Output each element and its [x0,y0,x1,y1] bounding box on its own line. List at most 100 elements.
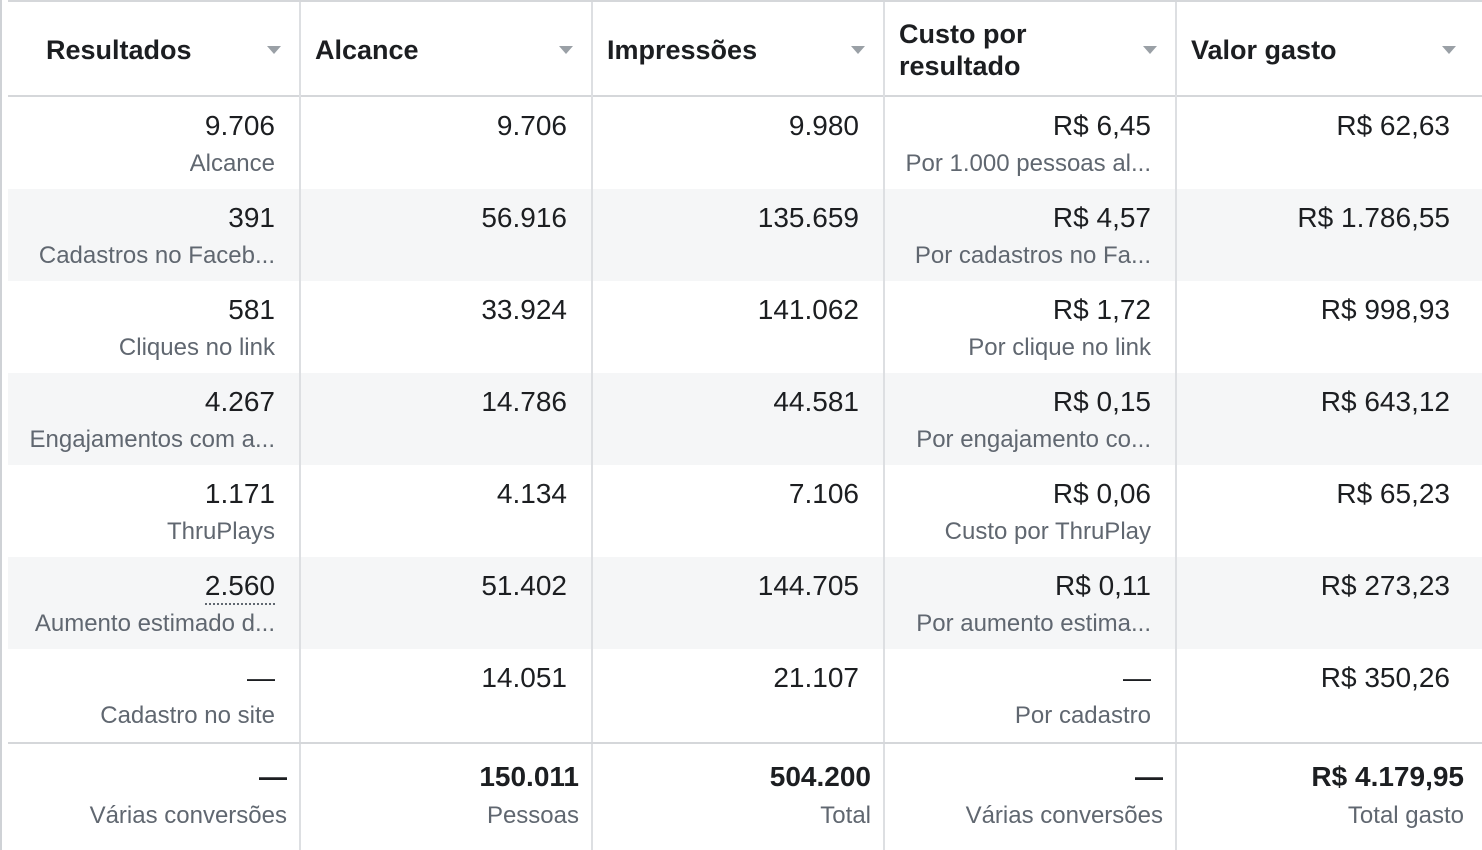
table-row: 4.267 Engajamentos com a... 14.786 44.58… [8,373,1482,465]
cost-value: R$ 0,06 [1052,478,1151,509]
cell-custo: R$ 6,45 Por 1.000 pessoas al... [885,97,1177,189]
cell-alcance: 56.916 [301,189,593,281]
result-value: 4.267 [204,386,275,417]
table-header: Resultados Alcance Impressões Custo por … [8,0,1482,97]
impressions-value: 135.659 [757,202,859,233]
spend-value: R$ 65,23 [1336,478,1450,509]
cell-impressoes: 21.107 [593,649,885,742]
result-type: Aumento estimado d... [34,610,275,637]
cost-type: Custo por ThruPlay [944,518,1151,545]
sort-caret-icon[interactable] [559,46,573,54]
cell-custo: R$ 4,57 Por cadastros no Fa... [885,189,1177,281]
spend-value: R$ 643,12 [1320,386,1450,417]
cell-valor: R$ 65,23 [1177,465,1482,557]
cost-value: R$ 0,15 [1052,386,1151,417]
spend-value: R$ 350,26 [1320,662,1450,693]
cell-custo: R$ 1,72 Por clique no link [885,281,1177,373]
cell-impressoes: 135.659 [593,189,885,281]
impressions-value: 141.062 [757,294,859,325]
cell-impressoes: 7.106 [593,465,885,557]
total-spend-value: R$ 4.179,95 [1311,761,1464,792]
result-value: 581 [228,294,275,325]
result-value: 391 [228,202,275,233]
spend-value: R$ 998,93 [1320,294,1450,325]
impressions-value: 9.980 [788,110,859,141]
column-header-label: Resultados [46,34,192,65]
totals-row: — Várias conversões 150.011 Pessoas 504.… [8,742,1482,850]
column-header-label: Alcance [315,34,419,65]
cost-value: R$ 1,72 [1052,294,1151,325]
result-type: Engajamentos com a... [29,426,275,453]
cell-alcance: 51.402 [301,557,593,649]
impressions-value: 21.107 [773,662,859,693]
cost-type: Por cadastro [1014,702,1151,729]
cost-type: Por 1.000 pessoas al... [905,150,1151,177]
spend-value: R$ 273,23 [1320,570,1450,601]
total-spend-label: Total gasto [1347,802,1464,829]
cost-type: Por engajamento co... [916,426,1151,453]
spend-value: R$ 1.786,55 [1297,202,1450,233]
table-row: 581 Cliques no link 33.924 141.062 R$ 1,… [8,281,1482,373]
result-value-link[interactable]: 2.560 [204,569,275,605]
cell-alcance: 4.134 [301,465,593,557]
total-impressions-label: Total [820,802,871,829]
column-header-label: Valor gasto [1191,34,1337,65]
table-row: — Cadastro no site 14.051 21.107 — Por c… [8,649,1482,742]
cell-resultados: 391 Cadastros no Faceb... [8,189,301,281]
column-header-custo-por-resultado[interactable]: Custo por resultado [885,2,1177,97]
cell-resultados: 581 Cliques no link [8,281,301,373]
reach-value: 4.134 [496,478,567,509]
impressions-value: 7.106 [788,478,859,509]
total-valor: R$ 4.179,95 Total gasto [1177,744,1482,850]
cost-value: R$ 0,11 [1055,570,1151,601]
column-header-valor-gasto[interactable]: Valor gasto [1177,2,1482,97]
cell-custo: R$ 0,11 Por aumento estima... [885,557,1177,649]
total-cost-label: Várias conversões [965,802,1163,829]
cell-impressoes: 144.705 [593,557,885,649]
sort-caret-icon[interactable] [1442,46,1456,54]
cell-alcance: 14.786 [301,373,593,465]
cell-custo: — Por cadastro [885,649,1177,742]
reach-value: 14.051 [481,662,567,693]
cell-impressoes: 9.980 [593,97,885,189]
total-resultados: — Várias conversões [8,744,301,850]
reach-value: 14.786 [481,386,567,417]
reach-value: 9.706 [496,110,567,141]
result-value: 9.706 [204,110,275,141]
cell-resultados: — Cadastro no site [8,649,301,742]
sort-caret-icon[interactable] [267,46,281,54]
cell-valor: R$ 273,23 [1177,557,1482,649]
table-row: 2.560 Aumento estimado d... 51.402 144.7… [8,557,1482,649]
cell-impressoes: 141.062 [593,281,885,373]
column-header-label: Custo por resultado [899,18,1027,81]
cell-impressoes: 44.581 [593,373,885,465]
result-type: Alcance [189,150,275,177]
cell-valor: R$ 643,12 [1177,373,1482,465]
result-type: Cadastros no Faceb... [38,242,275,269]
cell-resultados: 1.171 ThruPlays [8,465,301,557]
spend-value: R$ 62,63 [1336,110,1450,141]
sort-caret-icon[interactable] [851,46,865,54]
cell-alcance: 9.706 [301,97,593,189]
total-result-value: — [259,761,287,792]
reach-value: 51.402 [481,570,567,601]
column-header-alcance[interactable]: Alcance [301,2,593,97]
cell-resultados: 4.267 Engajamentos com a... [8,373,301,465]
cost-value: — [1123,662,1151,693]
column-header-resultados[interactable]: Resultados [8,2,301,97]
cell-custo: R$ 0,15 Por engajamento co... [885,373,1177,465]
result-value: 1.171 [204,478,275,509]
total-alcance: 150.011 Pessoas [301,744,593,850]
total-reach-value: 150.011 [479,761,579,792]
result-value: — [247,662,275,693]
cell-alcance: 14.051 [301,649,593,742]
sort-caret-icon[interactable] [1143,46,1157,54]
cost-value: R$ 4,57 [1052,202,1151,233]
cell-valor: R$ 1.786,55 [1177,189,1482,281]
total-reach-label: Pessoas [486,802,579,829]
table-row: 1.171 ThruPlays 4.134 7.106 R$ 0,06 Cust… [8,465,1482,557]
column-header-impressoes[interactable]: Impressões [593,2,885,97]
result-type: ThruPlays [166,518,275,545]
cell-custo: R$ 0,06 Custo por ThruPlay [885,465,1177,557]
